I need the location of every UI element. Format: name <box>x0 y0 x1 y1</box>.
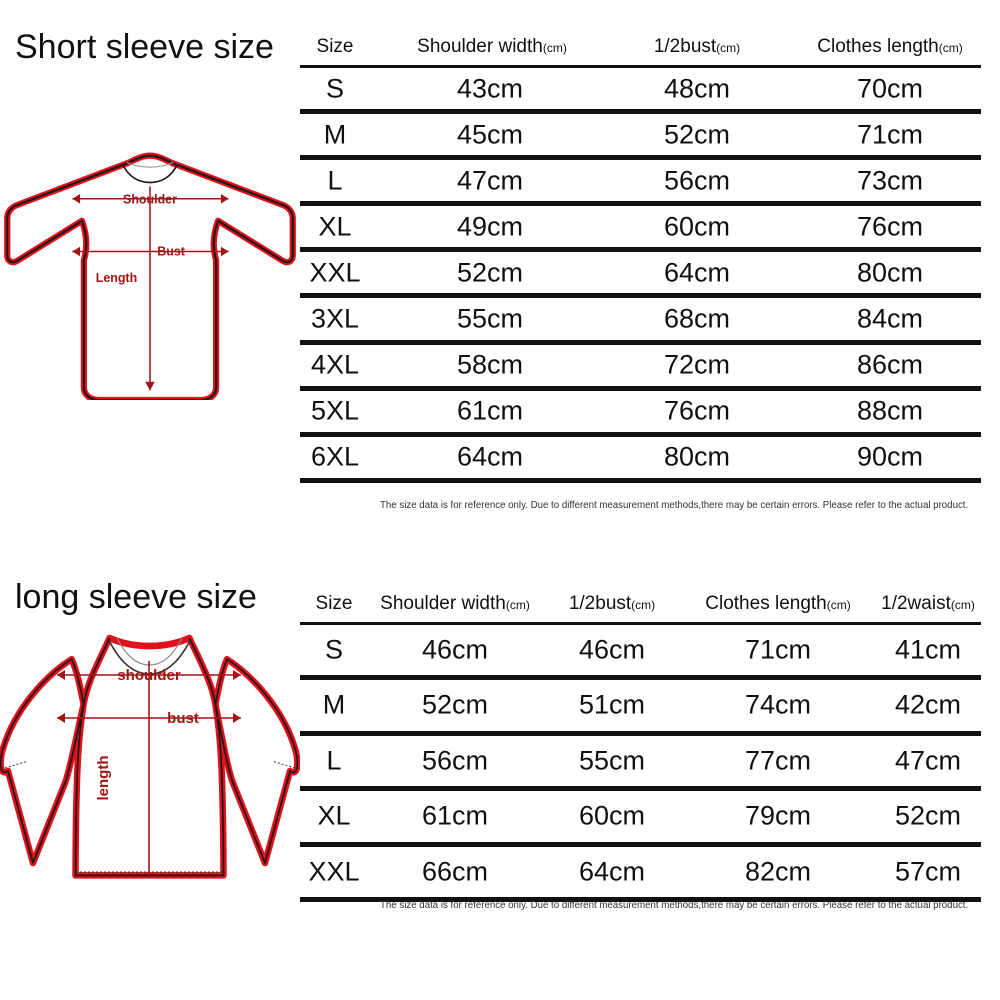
svg-text:bust: bust <box>167 710 199 727</box>
svg-text:Bust: Bust <box>157 244 185 258</box>
svg-text:Length: Length <box>96 271 137 285</box>
svg-text:length: length <box>95 756 112 801</box>
svg-text:shoulder: shoulder <box>117 667 181 684</box>
svg-text:Shoulder: Shoulder <box>123 193 177 207</box>
